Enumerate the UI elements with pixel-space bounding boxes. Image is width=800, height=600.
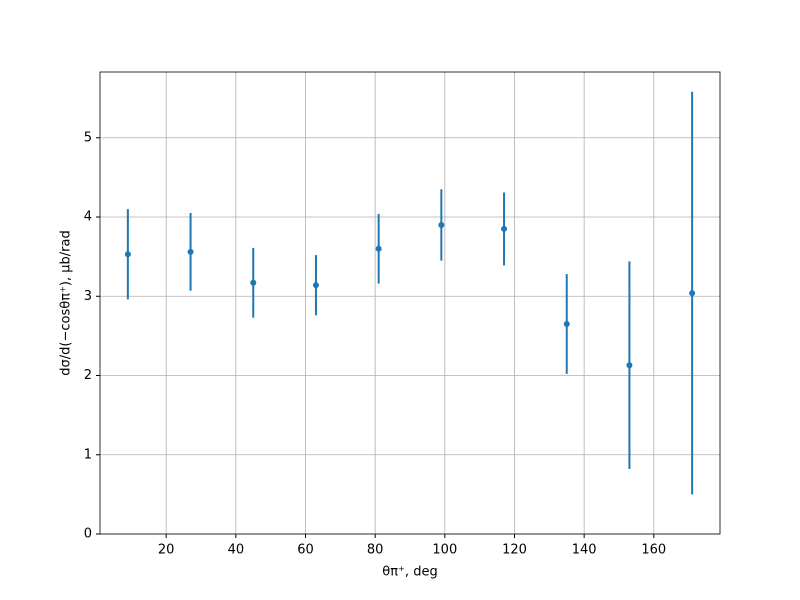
x-tick-label: 60 <box>297 543 314 558</box>
y-tick-label: 5 <box>84 130 92 145</box>
data-point <box>626 362 633 369</box>
x-tick-label: 120 <box>502 543 527 558</box>
x-axis-label: θπ⁺, deg <box>382 565 437 580</box>
plot-frame <box>99 71 721 535</box>
y-tick-label: 3 <box>84 289 92 304</box>
data-point <box>250 279 257 286</box>
x-tick-label: 80 <box>367 543 384 558</box>
data-point <box>375 245 382 252</box>
x-tick-label: 160 <box>641 543 666 558</box>
x-tick-label: 20 <box>158 543 175 558</box>
data-point <box>563 321 570 327</box>
x-tick-label: 100 <box>432 543 457 558</box>
y-tick-label: 1 <box>84 447 92 462</box>
data-point <box>187 248 194 255</box>
y-axis-label: dσ/d(−cosθπ⁺), μb/rad <box>59 230 74 375</box>
y-tick-label: 0 <box>84 527 92 542</box>
y-tick-label: 2 <box>84 368 92 383</box>
y-tick-label: 4 <box>84 210 92 225</box>
data-point <box>312 282 319 289</box>
data-point <box>438 221 445 228</box>
x-tick-label: 40 <box>228 543 245 558</box>
data-point <box>689 290 696 297</box>
data-point <box>501 225 508 232</box>
data-point <box>124 251 131 258</box>
x-tick-label: 140 <box>572 543 597 558</box>
